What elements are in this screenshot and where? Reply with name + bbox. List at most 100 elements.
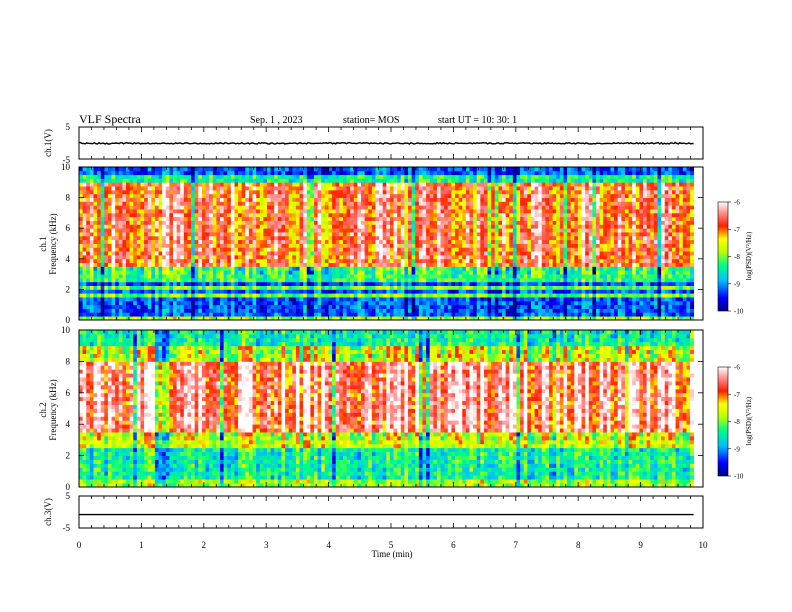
spec1-cell [256,316,261,320]
spec1-cell [241,201,246,206]
spec1-cell [111,270,116,275]
spec1-cell [277,193,282,198]
spec1-cell [516,189,521,195]
spec1-cell [415,312,420,317]
spec1-cell [205,316,210,320]
spec1-cell [350,247,355,252]
spec1-cell [455,216,460,221]
spec1-cell [389,235,394,241]
spec1-cell [404,201,409,206]
spec1-cell [393,216,398,221]
spec1-cell [458,189,463,195]
spec1-cell [173,216,178,221]
spec1-cell [205,239,210,244]
spec1-cell [180,277,185,283]
spec1-cell [259,239,264,244]
spec1-cell [158,167,163,172]
spec1-cell [339,266,344,271]
spec1-cell [86,300,91,306]
spec1-cell [82,189,87,195]
spec1-cell [270,239,275,244]
spec1-cell [82,197,87,202]
spec1-cell [353,232,358,237]
spec1-cell [310,209,315,214]
spec1-cell [230,297,235,302]
spec1-cell [458,297,463,302]
spec1-cell [209,197,214,202]
spec1-cell [97,205,102,210]
spec1-cell [382,189,387,195]
spec1-cell [234,186,239,191]
spec1-cell [357,201,362,206]
spec1-cell [104,201,109,206]
spec1-cell [429,170,434,176]
spec1-cell [426,205,431,210]
spec1-cell [292,197,297,202]
spec1-cell [104,312,109,317]
spec1-cell [476,277,481,283]
spec1-cell [241,281,246,286]
spec1-cell [469,232,474,237]
spec1-cell [324,266,329,271]
spec1-cell [267,247,272,252]
spec1-cell [107,293,112,298]
spec1-cell [274,247,279,252]
spec1-cell [433,281,438,286]
spec1-cell [277,285,282,290]
spec1-cell [350,216,355,221]
start-ut-text: start UT = 10: 30: 1 [438,115,517,126]
spec1-cell [346,228,351,233]
spec1-cell [263,212,268,218]
spec1-cell [357,224,362,229]
spec1-cell [400,182,405,187]
spec1-cell [447,316,452,320]
spec1-cell [339,300,344,306]
spec1-cell [263,297,268,302]
spec1-cell [509,289,514,294]
spec1-cell [198,209,203,214]
spec1-cell [429,224,434,229]
spec1-cell [140,297,145,302]
spec1-cell [115,258,120,264]
spec1-cell [451,228,456,233]
spec1-cell [480,277,485,283]
spec1-cell [494,297,499,302]
spec1-cell [509,297,514,302]
spec1-cell [328,297,333,302]
spec1-cell [107,281,112,286]
spec1-cell [223,174,228,179]
spec1-cell [487,209,492,214]
spec1-cell [111,312,116,317]
spec1-cell [317,193,322,198]
spec1-cell [234,293,239,298]
spec1-cell [386,174,391,179]
spec1-cell [375,205,380,210]
spec1-cell [314,258,319,264]
spec1-cell [180,254,185,260]
spec1-cell [223,186,228,191]
spec1-cell [357,178,362,183]
spec1-cell [234,243,239,248]
spec1-cell [281,209,286,214]
spec1-cell [252,178,257,183]
spec1-cell [451,274,456,279]
spec1-cell [209,312,214,317]
spec1-cell [144,277,149,283]
spec1-cell [317,182,322,187]
spec1-cell [469,316,474,320]
spec1-cell [422,174,427,179]
spec1-cell [342,266,347,271]
spec1-cell [270,182,275,187]
spec1-cell [476,312,481,317]
spec1-cell [115,205,120,210]
spec1-cell [154,258,159,264]
spec1-cell [82,209,87,214]
spec1-cell [314,228,319,233]
spec1-cell [451,300,456,306]
spec1-cell [375,224,380,229]
spec1-cell [104,174,109,179]
spec1-cell [509,232,514,237]
spec1-cell [198,254,203,260]
spec1-cell [332,182,337,187]
spec1-cell [151,312,156,317]
